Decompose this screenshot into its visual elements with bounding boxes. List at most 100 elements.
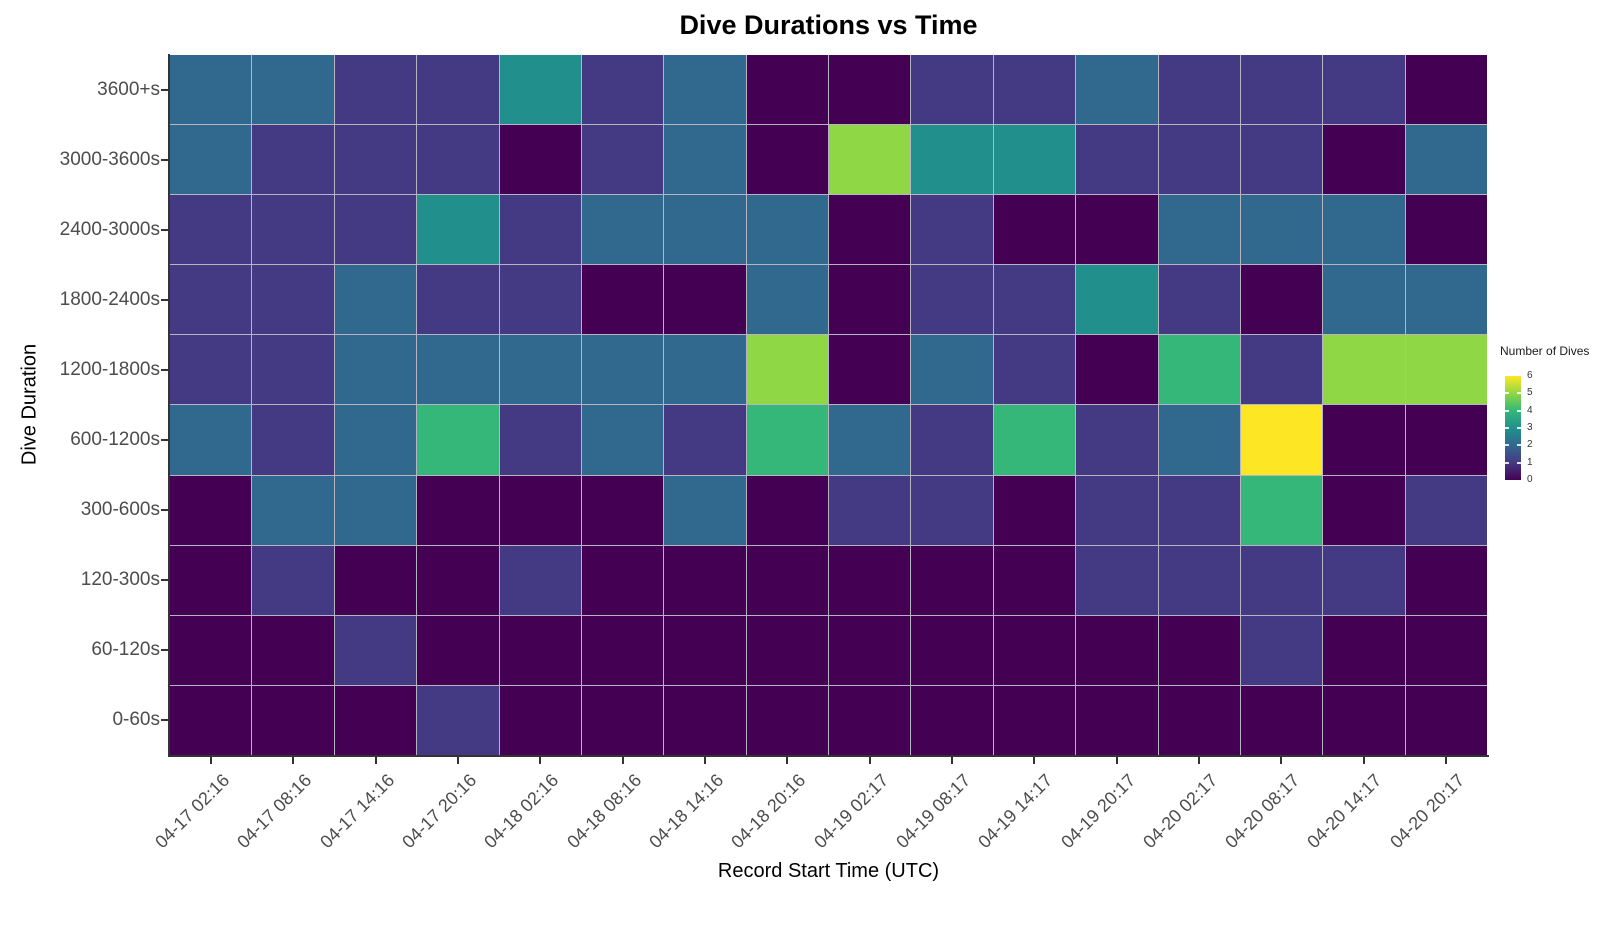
heatmap-cell bbox=[581, 335, 664, 405]
heatmap-cell bbox=[417, 405, 499, 475]
heatmap-cell bbox=[252, 685, 334, 755]
y-axis-tick bbox=[161, 579, 168, 581]
heatmap-cell bbox=[334, 195, 417, 265]
heatmap-cell bbox=[252, 615, 334, 685]
heatmap-cell bbox=[417, 195, 499, 265]
heatmap-cell bbox=[1323, 55, 1405, 125]
heatmap-cell bbox=[252, 405, 334, 475]
heatmap-cell bbox=[1076, 685, 1158, 755]
y-tick-label: 300-600s bbox=[80, 499, 160, 520]
heatmap-cell bbox=[170, 685, 252, 755]
heatmap-cell bbox=[746, 125, 828, 195]
heatmap-cell bbox=[581, 615, 664, 685]
heatmap-cell bbox=[1158, 545, 1240, 615]
legend-tick-label: 6 bbox=[1527, 370, 1533, 381]
heatmap-cell bbox=[1323, 265, 1405, 335]
x-axis-tick bbox=[374, 757, 377, 764]
heatmap-cell bbox=[911, 55, 993, 125]
legend-colorbar bbox=[1505, 376, 1521, 480]
x-axis-tick bbox=[1444, 757, 1447, 764]
heatmap-cell bbox=[829, 615, 911, 685]
heatmap-cell bbox=[1158, 685, 1240, 755]
heatmap-cell bbox=[911, 335, 993, 405]
heatmap-cell bbox=[993, 475, 1076, 545]
heatmap-cell bbox=[1323, 685, 1405, 755]
x-axis-tick bbox=[292, 757, 295, 764]
heatmap-cell bbox=[170, 405, 252, 475]
heatmap-cell bbox=[252, 335, 334, 405]
heatmap-cell bbox=[1158, 55, 1240, 125]
heatmap-cell bbox=[1405, 335, 1487, 405]
x-axis-tick bbox=[1197, 757, 1200, 764]
heatmap-cell bbox=[1076, 265, 1158, 335]
heatmap-cell bbox=[170, 335, 252, 405]
heatmap-cell bbox=[1240, 615, 1323, 685]
heatmap-panel bbox=[170, 55, 1487, 755]
heatmap-cell bbox=[1323, 195, 1405, 265]
y-axis-tick bbox=[161, 159, 168, 161]
heatmap-cell bbox=[911, 125, 993, 195]
legend-tick-label: 5 bbox=[1527, 387, 1533, 399]
heatmap-cell bbox=[499, 335, 581, 405]
heatmap-cell bbox=[1076, 545, 1158, 615]
x-axis-tick bbox=[457, 757, 460, 764]
heatmap-cell bbox=[829, 335, 911, 405]
heatmap-cell bbox=[252, 125, 334, 195]
heatmap-cell bbox=[911, 195, 993, 265]
heatmap-cell bbox=[170, 475, 252, 545]
heatmap-cell bbox=[252, 545, 334, 615]
heatmap-cell bbox=[1158, 615, 1240, 685]
x-tick-label: 04-20 14:17 bbox=[1303, 770, 1386, 853]
heatmap-cell bbox=[417, 475, 499, 545]
heatmap-cell bbox=[993, 615, 1076, 685]
heatmap-cell bbox=[334, 475, 417, 545]
heatmap-cell bbox=[334, 335, 417, 405]
heatmap-cell bbox=[170, 125, 252, 195]
heatmap-cell bbox=[334, 545, 417, 615]
heatmap-cell bbox=[993, 335, 1076, 405]
heatmap-cell bbox=[252, 55, 334, 125]
heatmap-cell bbox=[170, 265, 252, 335]
y-tick-label: 1200-1800s bbox=[59, 359, 160, 380]
heatmap-cell bbox=[911, 545, 993, 615]
heatmap-cell bbox=[829, 125, 911, 195]
heatmap-cell bbox=[1240, 545, 1323, 615]
heatmap-cell bbox=[993, 685, 1076, 755]
heatmap-cell bbox=[581, 125, 664, 195]
x-axis-tick bbox=[704, 757, 707, 764]
y-tick-label: 120-300s bbox=[80, 569, 160, 590]
x-tick-label: 04-17 08:16 bbox=[233, 770, 316, 853]
chart-title: Dive Durations vs Time bbox=[679, 10, 978, 40]
heatmap-cell bbox=[1405, 545, 1487, 615]
heatmap-cell bbox=[746, 405, 828, 475]
x-tick-label: 04-20 08:17 bbox=[1221, 770, 1304, 853]
x-tick-label: 04-19 20:17 bbox=[1056, 770, 1139, 853]
heatmap-cell bbox=[417, 685, 499, 755]
heatmap-cell bbox=[417, 545, 499, 615]
legend-tick bbox=[1517, 392, 1521, 395]
heatmap-cell bbox=[664, 545, 746, 615]
heatmap-cell bbox=[1323, 405, 1405, 475]
y-axis-tick bbox=[161, 649, 168, 651]
heatmap-cell bbox=[664, 405, 746, 475]
heatmap-cell bbox=[1405, 405, 1487, 475]
heatmap-cell bbox=[1323, 335, 1405, 405]
heatmap-cell bbox=[334, 55, 417, 125]
y-tick-label: 3000-3600s bbox=[59, 149, 160, 170]
heatmap-cell bbox=[334, 265, 417, 335]
y-tick-label: 0-60s bbox=[112, 709, 160, 730]
heatmap-cell bbox=[664, 265, 746, 335]
heatmap-cell bbox=[1240, 195, 1323, 265]
heatmap-cell bbox=[499, 265, 581, 335]
heatmap-cell bbox=[581, 475, 664, 545]
legend-tick bbox=[1517, 461, 1521, 464]
heatmap-cell bbox=[1076, 615, 1158, 685]
heatmap-cell bbox=[1405, 475, 1487, 545]
heatmap-cell bbox=[499, 615, 581, 685]
x-tick-label: 04-17 20:16 bbox=[398, 770, 481, 853]
heatmap-cell bbox=[746, 685, 828, 755]
heatmap-cell bbox=[1405, 55, 1487, 125]
x-axis-tick bbox=[210, 757, 213, 764]
heatmap-cell bbox=[417, 125, 499, 195]
heatmap-cell bbox=[417, 265, 499, 335]
